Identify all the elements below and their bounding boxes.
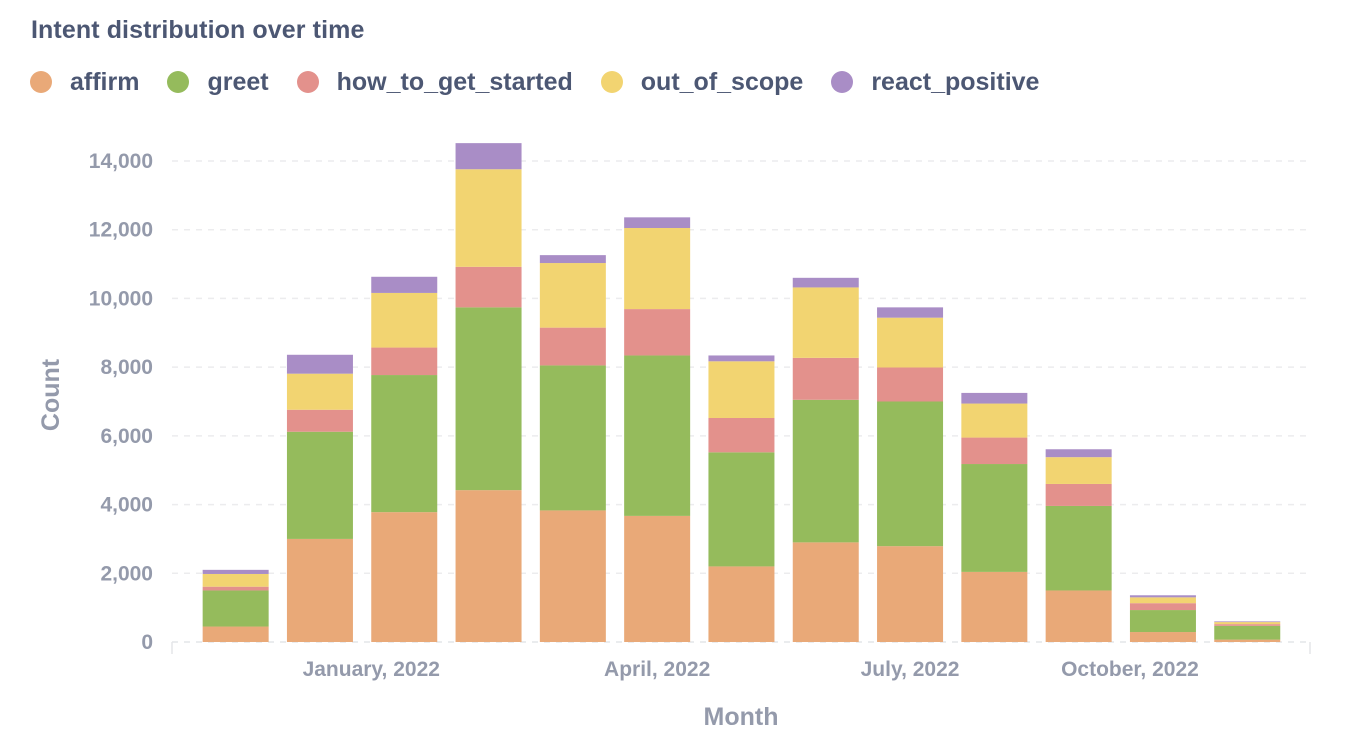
bar-greet [286, 431, 353, 539]
bar-greet [877, 401, 944, 547]
bar-react-positive [202, 569, 269, 574]
legend-label-react-positive: react_positive [871, 67, 1040, 96]
legend-dot-react-positive [831, 71, 854, 93]
legend-item-how-to-get-started[interactable]: how_to_get_started [296, 67, 573, 97]
bar-affirm [877, 546, 944, 642]
bar-out-of-scope [371, 292, 438, 348]
bar-out-of-scope [624, 227, 691, 310]
bar-how-to-get-started [961, 437, 1028, 465]
legend: affirm greet how_to_get_started out_of_s… [30, 64, 1067, 100]
bar-how-to-get-started [1214, 624, 1281, 626]
bar-affirm [371, 512, 438, 642]
legend-label-affirm: affirm [70, 67, 140, 96]
bar-react-positive [708, 355, 775, 362]
bar-affirm [1214, 639, 1281, 642]
bar-how-to-get-started [202, 586, 269, 591]
bar-how-to-get-started [708, 417, 775, 453]
bar-affirm [708, 566, 775, 642]
legend-label-out-of-scope: out_of_scope [640, 67, 804, 96]
x-tick-label: October, 2022 [1061, 658, 1199, 681]
bar-out-of-scope [202, 573, 269, 587]
bar-react-positive [1045, 449, 1112, 458]
bar-how-to-get-started [877, 367, 944, 402]
bar-react-positive [286, 354, 353, 374]
legend-item-out-of-scope[interactable]: out_of_scope [600, 67, 804, 97]
x-tick-label: July, 2022 [861, 658, 960, 681]
bar-affirm [202, 626, 269, 642]
bar-react-positive [1214, 621, 1281, 623]
bar-out-of-scope [539, 263, 606, 328]
bar-greet [455, 307, 522, 491]
x-axis-title: Month [704, 703, 779, 731]
bar-affirm [961, 571, 1028, 642]
bar-how-to-get-started [455, 266, 522, 308]
bar-out-of-scope [792, 287, 859, 358]
y-axis-title: Count [37, 358, 65, 431]
y-tick-label: 8,000 [100, 356, 153, 379]
bar-how-to-get-started [1129, 603, 1196, 611]
bar-out-of-scope [708, 361, 775, 418]
bar-react-positive [624, 217, 691, 228]
bar-affirm [1129, 632, 1196, 642]
legend-item-affirm[interactable]: affirm [30, 68, 139, 97]
bar-react-positive [539, 255, 606, 264]
bar-greet [1045, 505, 1112, 591]
bar-affirm [1045, 590, 1112, 642]
bar-out-of-scope [961, 403, 1028, 438]
y-tick-label: 10,000 [89, 287, 153, 310]
chart-title: Intent distribution over time [31, 16, 365, 44]
bar-how-to-get-started [286, 409, 353, 432]
bar-how-to-get-started [539, 327, 606, 366]
bar-greet [624, 355, 691, 516]
bar-react-positive [371, 276, 438, 293]
bar-greet [961, 464, 1028, 572]
legend-dot-affirm [30, 71, 52, 93]
bar-greet [202, 590, 269, 627]
bar-out-of-scope [1214, 622, 1281, 625]
bar-how-to-get-started [371, 347, 438, 376]
bar-react-positive [877, 307, 944, 318]
bar-react-positive [1129, 595, 1196, 598]
bar-how-to-get-started [1045, 483, 1112, 506]
y-tick-label: 4,000 [100, 494, 153, 517]
bar-out-of-scope [1045, 457, 1112, 484]
bar-out-of-scope [877, 317, 944, 368]
legend-item-greet[interactable]: greet [167, 67, 269, 97]
bar-react-positive [961, 392, 1028, 404]
legend-dot-out-of-scope [600, 71, 623, 93]
bar-how-to-get-started [792, 357, 859, 400]
x-tick-label: April, 2022 [604, 658, 710, 681]
legend-label-how-to-get-started: how_to_get_started [336, 67, 573, 96]
bar-greet [371, 375, 438, 513]
y-tick-label: 14,000 [89, 150, 153, 173]
bar-greet [539, 365, 606, 511]
legend-dot-how-to-get-started [296, 71, 319, 93]
bar-affirm [624, 515, 691, 642]
bar-out-of-scope [1129, 597, 1196, 604]
y-tick-label: 0 [141, 631, 153, 654]
y-tick-label: 6,000 [100, 425, 153, 448]
bar-react-positive [455, 143, 522, 170]
y-tick-label: 12,000 [89, 219, 153, 242]
bar-greet [708, 452, 775, 567]
bar-how-to-get-started [624, 309, 691, 356]
bar-out-of-scope [286, 373, 353, 410]
legend-dot-greet [167, 71, 190, 93]
bar-affirm [286, 538, 353, 642]
legend-item-react-positive[interactable]: react_positive [831, 68, 1039, 97]
bar-affirm [792, 542, 859, 642]
legend-label-greet: greet [207, 67, 269, 96]
bar-greet [1214, 625, 1281, 640]
bar-affirm [455, 490, 522, 642]
bar-affirm [539, 510, 606, 642]
bar-out-of-scope [455, 169, 522, 267]
bar-greet [1129, 610, 1196, 633]
bar-react-positive [792, 277, 859, 288]
y-tick-label: 2,000 [100, 562, 153, 585]
x-tick-label: January, 2022 [303, 658, 440, 681]
bar-greet [792, 399, 859, 543]
